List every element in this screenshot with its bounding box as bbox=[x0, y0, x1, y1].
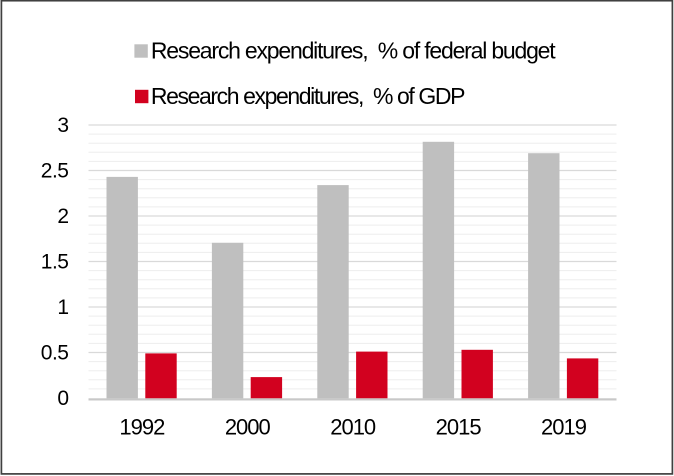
svg-text:1.5: 1.5 bbox=[41, 251, 69, 274]
svg-text:2019: 2019 bbox=[541, 415, 587, 440]
svg-text:2: 2 bbox=[57, 205, 68, 228]
svg-text:1992: 1992 bbox=[119, 415, 165, 440]
svg-text:2015: 2015 bbox=[436, 415, 482, 440]
svg-text:2.5: 2.5 bbox=[41, 160, 69, 183]
svg-text:Research expenditures, % of f: Research expenditures, % of federal budg… bbox=[151, 38, 556, 64]
svg-text:0.5: 0.5 bbox=[41, 342, 69, 365]
svg-text:2000: 2000 bbox=[225, 415, 271, 440]
svg-text:2010: 2010 bbox=[330, 415, 376, 440]
svg-text:3: 3 bbox=[57, 114, 68, 137]
svg-text:0: 0 bbox=[57, 387, 68, 410]
svg-text:1: 1 bbox=[57, 296, 68, 319]
svg-text:Research expenditures, % of G: Research expenditures, % of GDP bbox=[151, 83, 465, 109]
